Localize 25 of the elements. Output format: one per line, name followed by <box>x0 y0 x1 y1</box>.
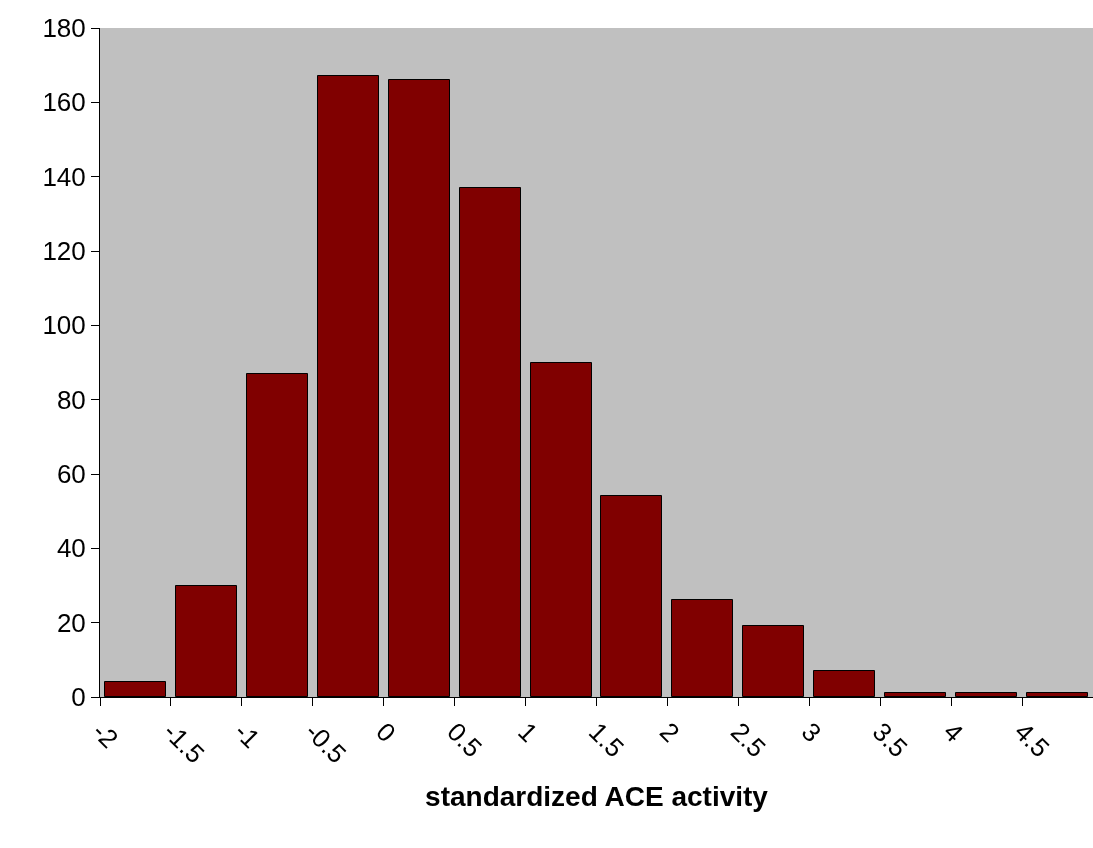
x-tick-label: 2 <box>653 716 686 748</box>
x-tick-label: 0.5 <box>441 716 488 764</box>
x-tick-label: 1.5 <box>583 716 630 764</box>
x-tick-label: -1.5 <box>157 716 211 770</box>
y-tick-label: 0 <box>71 682 86 713</box>
x-tick-label: 4 <box>937 716 970 748</box>
x-tick-label: -1 <box>228 716 266 754</box>
x-tick-label: 4.5 <box>1008 716 1056 764</box>
y-tick-label: 60 <box>56 459 86 490</box>
x-tick-label: -2 <box>86 716 125 754</box>
y-tick-label: 120 <box>42 236 86 267</box>
y-tick-label: 140 <box>42 161 86 192</box>
x-tick-label: 1 <box>512 716 544 748</box>
x-axis-title: standardized ACE activity <box>425 781 769 813</box>
y-tick-label: 80 <box>56 384 86 415</box>
x-tick-label: 3 <box>795 716 828 748</box>
x-tick-label: -0.5 <box>299 716 353 770</box>
y-tick-label: 20 <box>56 607 86 638</box>
y-tick-label: 160 <box>42 87 86 118</box>
x-tick-label: 0 <box>370 716 402 748</box>
y-tick-label: 180 <box>42 13 86 44</box>
x-tick-label: 3.5 <box>866 716 914 764</box>
y-tick-label: 100 <box>42 310 86 341</box>
x-tick-label: 2.5 <box>724 716 772 764</box>
y-tick-label: 40 <box>56 533 86 564</box>
